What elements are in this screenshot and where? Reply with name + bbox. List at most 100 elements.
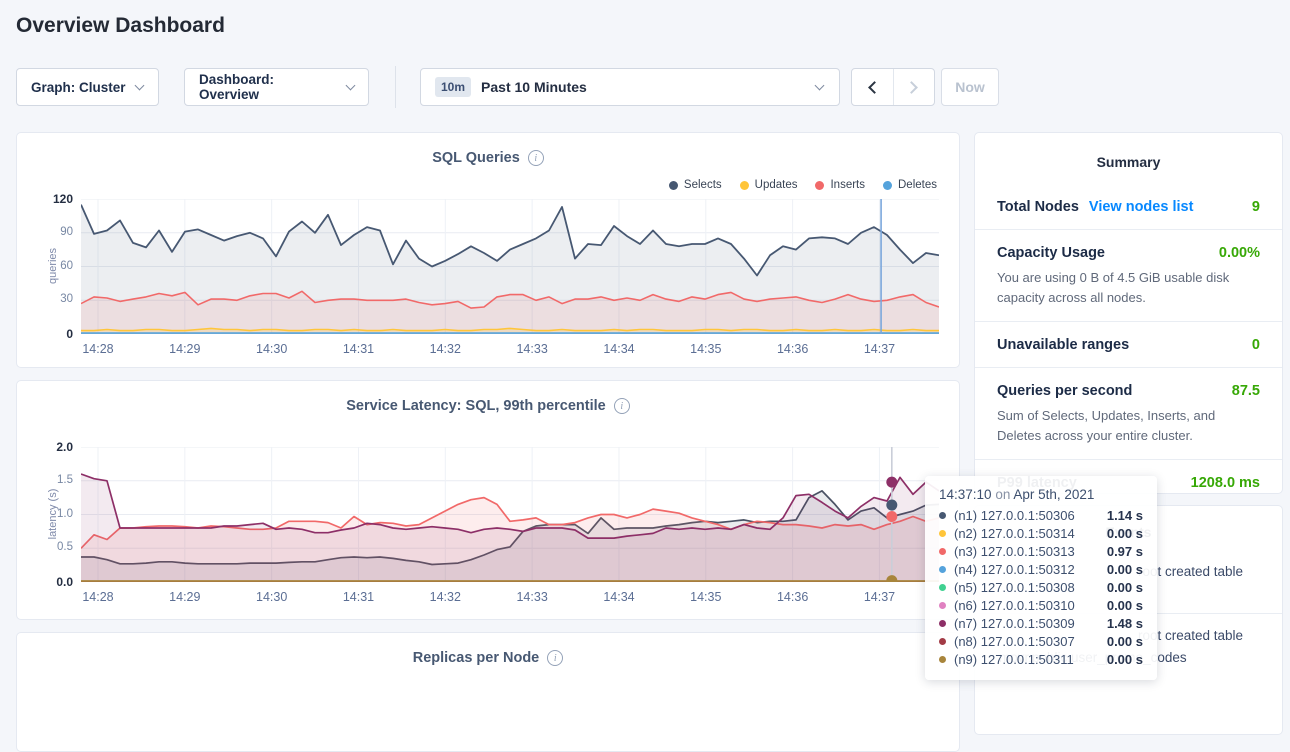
tooltip-node-value: 0.00 s	[1106, 525, 1143, 541]
service-latency-chart-panel: Service Latency: SQL, 99th percentile i …	[16, 380, 960, 620]
legend-label: Selects	[683, 179, 722, 191]
tooltip-row: (n4) 127.0.0.1:50312 0.00 s	[939, 560, 1143, 578]
chart-title: Service Latency: SQL, 99th percentile	[346, 398, 606, 414]
summary-row: Total Nodes View nodes list 9	[975, 184, 1282, 230]
legend-item-inserts[interactable]: Inserts	[815, 179, 865, 191]
y-tick-label: 60	[60, 259, 73, 272]
info-icon[interactable]: i	[613, 398, 630, 414]
node-dot-icon	[939, 565, 946, 573]
tooltip-node-value: 1.48 s	[1106, 615, 1143, 631]
x-tick-label: 14:34	[603, 590, 635, 604]
x-tick-label: 14:32	[429, 590, 461, 604]
summary-row-value: 9	[1251, 199, 1260, 215]
chevron-left-icon	[867, 80, 881, 94]
node-dot-icon	[939, 637, 946, 645]
tooltip-row: (n8) 127.0.0.1:50307 0.00 s	[939, 632, 1143, 650]
tooltip-row: (n7) 127.0.0.1:50309 1.48 s	[939, 614, 1143, 632]
legend-item-selects[interactable]: Selects	[668, 179, 722, 191]
y-tick-label: 0.0	[56, 575, 73, 589]
summary-row-value: 87.5	[1231, 383, 1260, 399]
tooltip-node-label: (n7) 127.0.0.1:50309	[954, 615, 1075, 631]
summary-row: Queries per second 87.5 Sum of Selects, Up…	[975, 368, 1282, 460]
dashboard-dropdown[interactable]: Dashboard: Overview	[184, 68, 369, 106]
tooltip-node-label: (n2) 127.0.0.1:50314	[954, 525, 1075, 541]
overview-dashboard-page: { "page": { "title": "Overview Dashboard…	[16, 14, 1283, 752]
summary-row-description: Sum of Selects, Updates, Inserts, and De…	[997, 408, 1216, 443]
x-tick-label: 14:35	[690, 590, 722, 604]
x-tick-label: 14:36	[776, 590, 809, 604]
summary-row: Unavailable ranges 0	[975, 322, 1282, 368]
x-tick-label: 14:36	[776, 342, 809, 356]
summary-panel: Summary Total Nodes View nodes list 9 Capac…	[974, 132, 1283, 494]
graph-dropdown[interactable]: Graph: Cluster	[16, 68, 159, 106]
y-tick-label: 0.5	[57, 541, 73, 554]
chart-legend: Selects Updates Inserts Deletes	[668, 179, 937, 191]
legend-label: Inserts	[830, 179, 865, 191]
tooltip-node-value: 0.00 s	[1106, 651, 1143, 667]
y-tick-label: 2.0	[56, 440, 73, 454]
tooltip-row: (n2) 127.0.0.1:50314 0.00 s	[939, 524, 1143, 542]
tooltip-node-value: 0.00 s	[1106, 561, 1143, 577]
time-back-button[interactable]	[852, 69, 893, 105]
node-dot-icon	[939, 529, 946, 537]
toolbar-divider	[395, 66, 396, 108]
now-button[interactable]: Now	[941, 68, 999, 106]
chart-plot[interactable]	[80, 446, 940, 587]
replicas-per-node-chart-panel: Replicas per Node i	[16, 632, 960, 752]
x-tick-label: 14:33	[516, 590, 548, 604]
legend-item-updates[interactable]: Updates	[739, 179, 797, 191]
tooltip-timestamp: 14:37:10 on Apr 5th, 2021	[939, 487, 1095, 502]
x-tick-label: 14:32	[429, 342, 461, 356]
summary-rows: Total Nodes View nodes list 9 Capacity Usag…	[975, 184, 1282, 505]
y-tick-label: 1.0	[57, 507, 73, 520]
chart-hover-tooltip: 14:37:10 on Apr 5th, 2021 (n1) 127.0.0.1…	[925, 476, 1157, 680]
x-tick-label: 14:35	[690, 342, 722, 356]
legend-dot-icon	[815, 180, 825, 190]
time-range-dropdown[interactable]: 10m Past 10 Minutes	[420, 68, 840, 106]
page-title: Overview Dashboard	[16, 14, 225, 37]
legend-item-deletes[interactable]: Deletes	[883, 179, 937, 191]
node-dot-icon	[939, 619, 946, 627]
x-tick-label: 14:28	[82, 590, 114, 604]
summary-row-label: Unavailable ranges	[997, 337, 1130, 353]
legend-dot-icon	[739, 180, 749, 190]
summary-row-value: 0	[1251, 337, 1260, 353]
x-tick-label: 14:37	[863, 590, 896, 604]
summary-row-label: Total Nodes	[997, 199, 1079, 215]
y-tick-label: 30	[60, 293, 73, 306]
time-forward-button[interactable]	[892, 69, 935, 105]
tooltip-node-label: (n5) 127.0.0.1:50308	[954, 579, 1075, 595]
info-icon[interactable]: i	[527, 150, 544, 166]
info-icon[interactable]: i	[547, 650, 564, 666]
x-tick-label: 14:30	[256, 590, 288, 604]
tooltip-rows: (n1) 127.0.0.1:50306 1.14 s (n2) 127.0.0.1…	[939, 506, 1143, 668]
summary-row-value: 1208.0 ms	[1190, 475, 1260, 491]
tooltip-node-label: (n4) 127.0.0.1:50312	[954, 561, 1075, 577]
node-dot-icon	[939, 511, 946, 519]
chart-plot[interactable]	[80, 198, 940, 339]
event-text: root created table	[1138, 628, 1244, 643]
summary-row-value: 0.00%	[1218, 245, 1260, 261]
legend-dot-icon	[668, 180, 678, 190]
tooltip-node-value: 0.97 s	[1106, 543, 1143, 559]
tooltip-row: (n9) 127.0.0.1:50311 0.00 s	[939, 650, 1143, 668]
chevron-down-icon	[345, 80, 356, 90]
summary-row-label: Queries per second	[997, 383, 1133, 399]
tooltip-row: (n5) 127.0.0.1:50308 0.00 s	[939, 578, 1143, 596]
event-text: root created table	[1138, 564, 1244, 579]
tooltip-node-label: (n3) 127.0.0.1:50313	[954, 543, 1075, 559]
chevron-down-icon	[814, 80, 825, 90]
summary-row-description: You are using 0 B of 4.5 GiB usable disk…	[997, 270, 1230, 305]
summary-title: Summary	[1096, 154, 1161, 170]
tooltip-row: (n1) 127.0.0.1:50306 1.14 s	[939, 506, 1143, 524]
x-tick-label: 14:29	[169, 342, 201, 356]
y-tick-label: 1.5	[57, 473, 73, 486]
x-tick-label: 14:29	[169, 590, 201, 604]
x-tick-label: 14:30	[256, 342, 288, 356]
graph-dropdown-label: Graph: Cluster	[31, 79, 126, 95]
sql-queries-chart-panel: SQL Queries i Selects Updates Inserts Delet…	[16, 132, 960, 368]
y-tick-label: 90	[60, 225, 73, 238]
summary-row-label: Capacity Usage	[997, 245, 1105, 261]
node-dot-icon	[939, 601, 946, 609]
view-nodes-list-link[interactable]: View nodes list	[1088, 199, 1194, 215]
